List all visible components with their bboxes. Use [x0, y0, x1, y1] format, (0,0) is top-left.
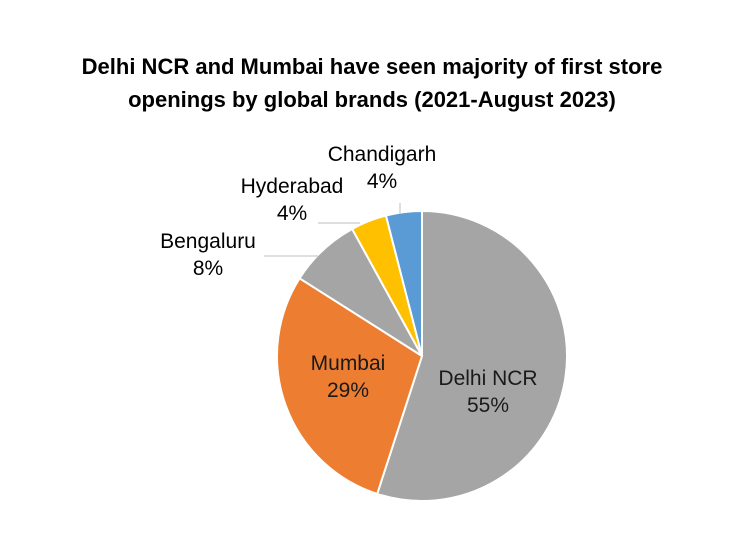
label-name-chandigarh: Chandigarh: [328, 143, 437, 166]
slice-delhi-ncr: [375, 209, 568, 502]
slice-labels: Delhi NCR 55% Mumbai 29% Bengaluru 8% Hyderaba…: [160, 143, 537, 417]
label-name-mumbai: Mumbai: [311, 352, 386, 375]
label-name-bengaluru: Bengaluru: [160, 230, 256, 253]
label-value-delhi-ncr: 55%: [467, 394, 509, 417]
label-value-hyderabad: 4%: [277, 202, 307, 225]
label-bengaluru: Bengaluru 8%: [160, 230, 256, 280]
label-chandigarh: Chandigarh 4%: [328, 143, 437, 193]
slice-chandigarh: [384, 209, 423, 357]
chart-title-line-1: Delhi NCR and Mumbai have seen majority …: [81, 54, 663, 79]
label-value-bengaluru: 8%: [193, 257, 223, 280]
label-name-hyderabad: Hyderabad: [241, 175, 344, 198]
leader-lines: [264, 203, 401, 257]
label-value-mumbai: 29%: [327, 379, 369, 402]
chart-title-line-2: openings by global brands (2021-August 2…: [128, 87, 616, 112]
label-delhi-ncr: Delhi NCR 55%: [438, 367, 537, 417]
label-hyderabad: Hyderabad 4%: [241, 175, 344, 225]
chart-title: Delhi NCR and Mumbai have seen majority …: [0, 50, 744, 116]
label-mumbai: Mumbai 29%: [311, 352, 386, 402]
pie-slices: [276, 209, 568, 502]
label-value-chandigarh: 4%: [367, 170, 397, 193]
label-name-delhi-ncr: Delhi NCR: [438, 367, 537, 390]
slice-mumbai: [276, 276, 424, 496]
